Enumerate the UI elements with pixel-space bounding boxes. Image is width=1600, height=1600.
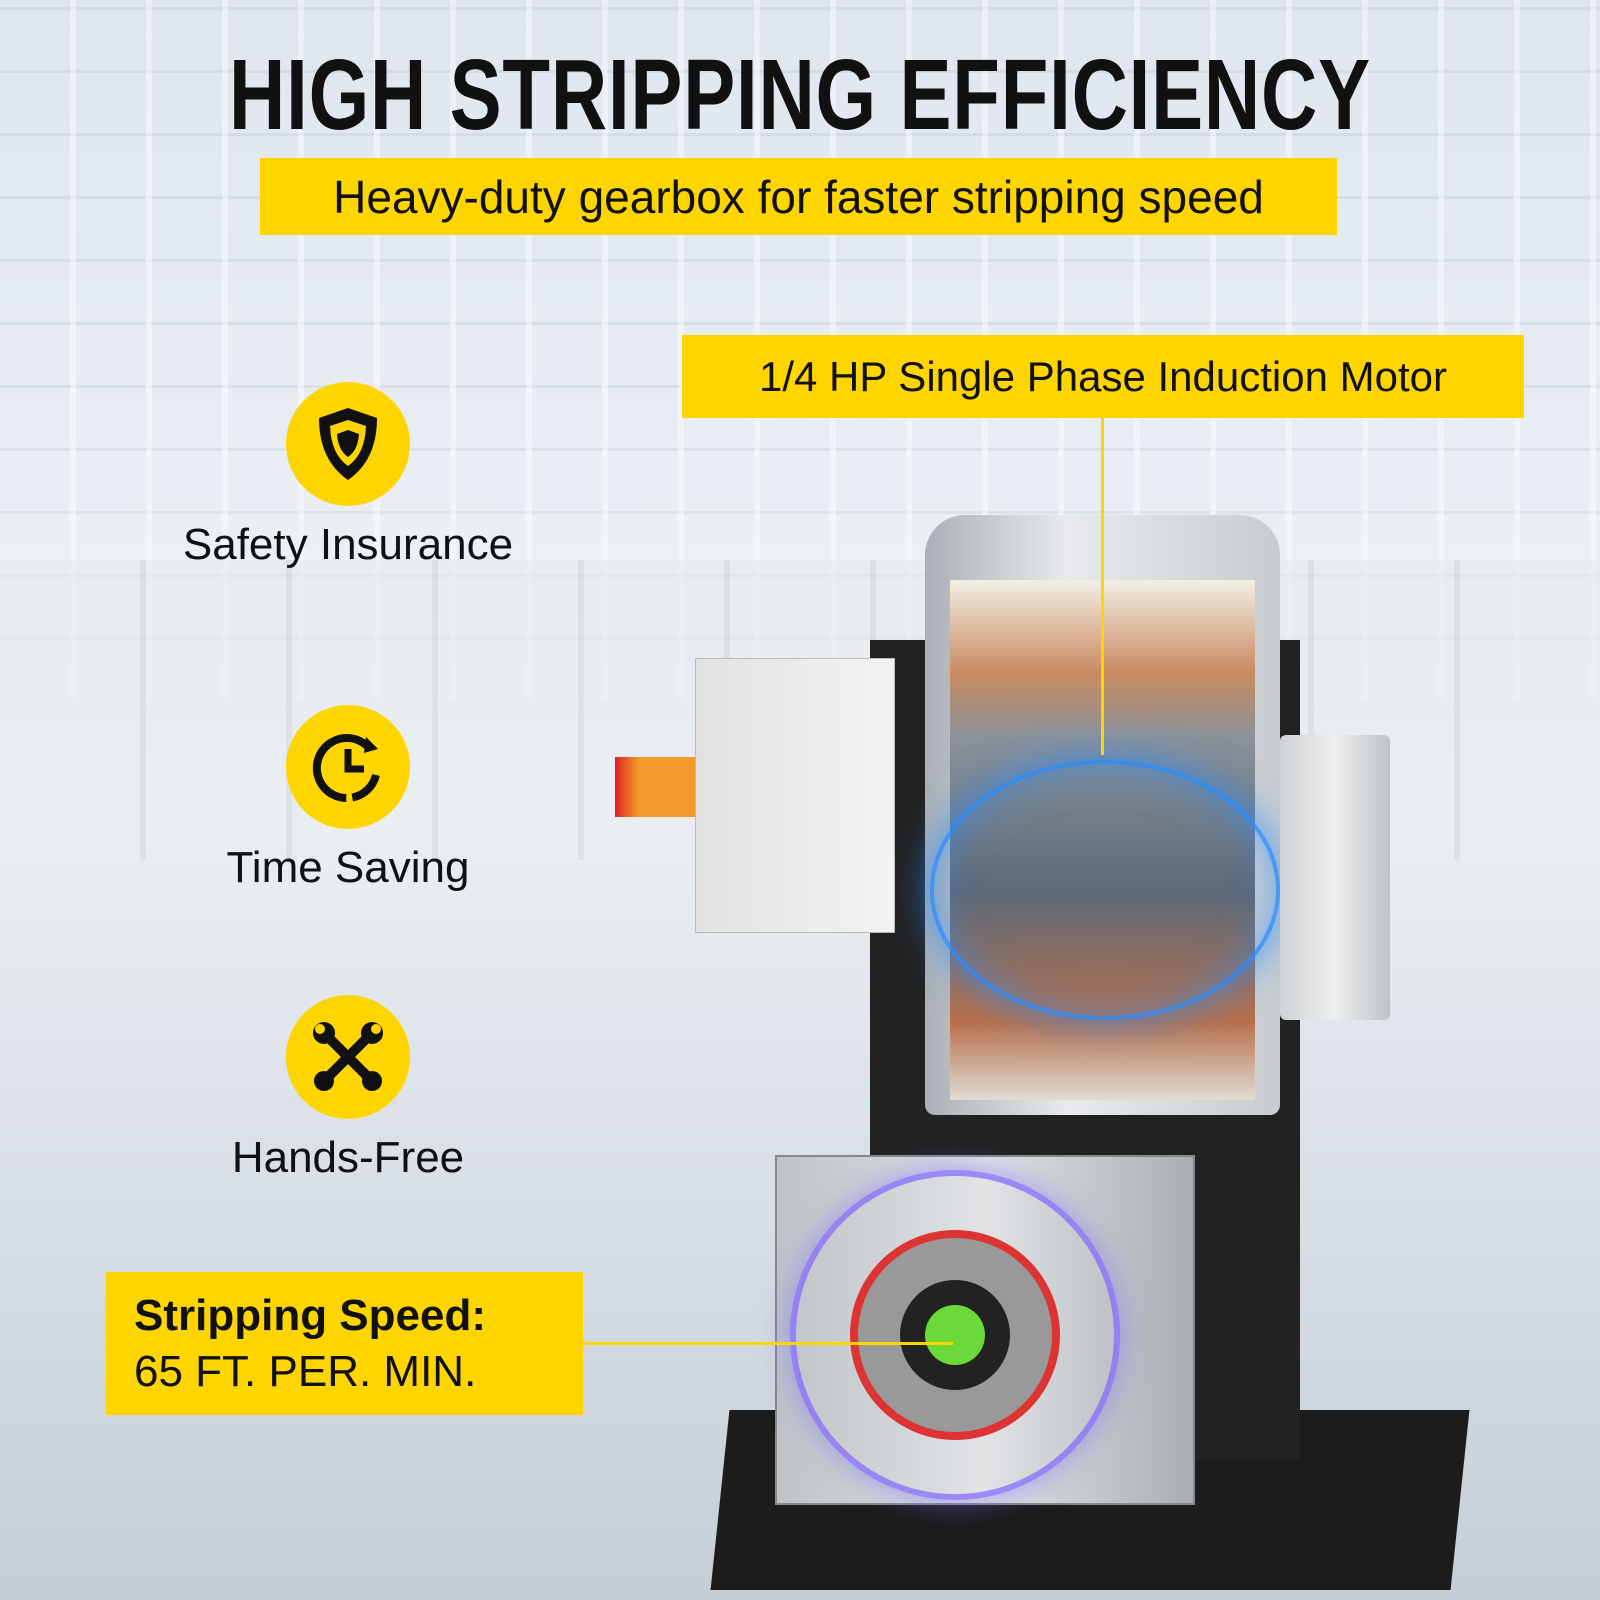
feature-safety: Safety Insurance (148, 382, 548, 570)
feature-label: Safety Insurance (182, 520, 514, 569)
clock-icon (286, 705, 410, 829)
speed-value: 65 FT. PER. MIN. (134, 1346, 477, 1396)
feature-time: Time Saving (148, 705, 548, 893)
motor-callout: 1/4 HP Single Phase Induction Motor (682, 335, 1524, 418)
shield-icon (286, 382, 410, 506)
feature-label: Time Saving (226, 843, 470, 892)
speed-title: Stripping Speed: (134, 1290, 486, 1340)
headline: HIGH STRIPPING EFFICIENCY (229, 39, 1371, 151)
tools-icon (286, 995, 410, 1119)
feature-label: Hands-Free (231, 1133, 465, 1182)
speed-leader-line (583, 1342, 953, 1345)
feature-handsfree: Hands-Free (148, 995, 548, 1183)
speed-callout: Stripping Speed: 65 FT. PER. MIN. (106, 1272, 583, 1415)
subheadline-banner: Heavy-duty gearbox for faster stripping … (260, 158, 1337, 235)
motor-leader-line (1101, 418, 1104, 755)
